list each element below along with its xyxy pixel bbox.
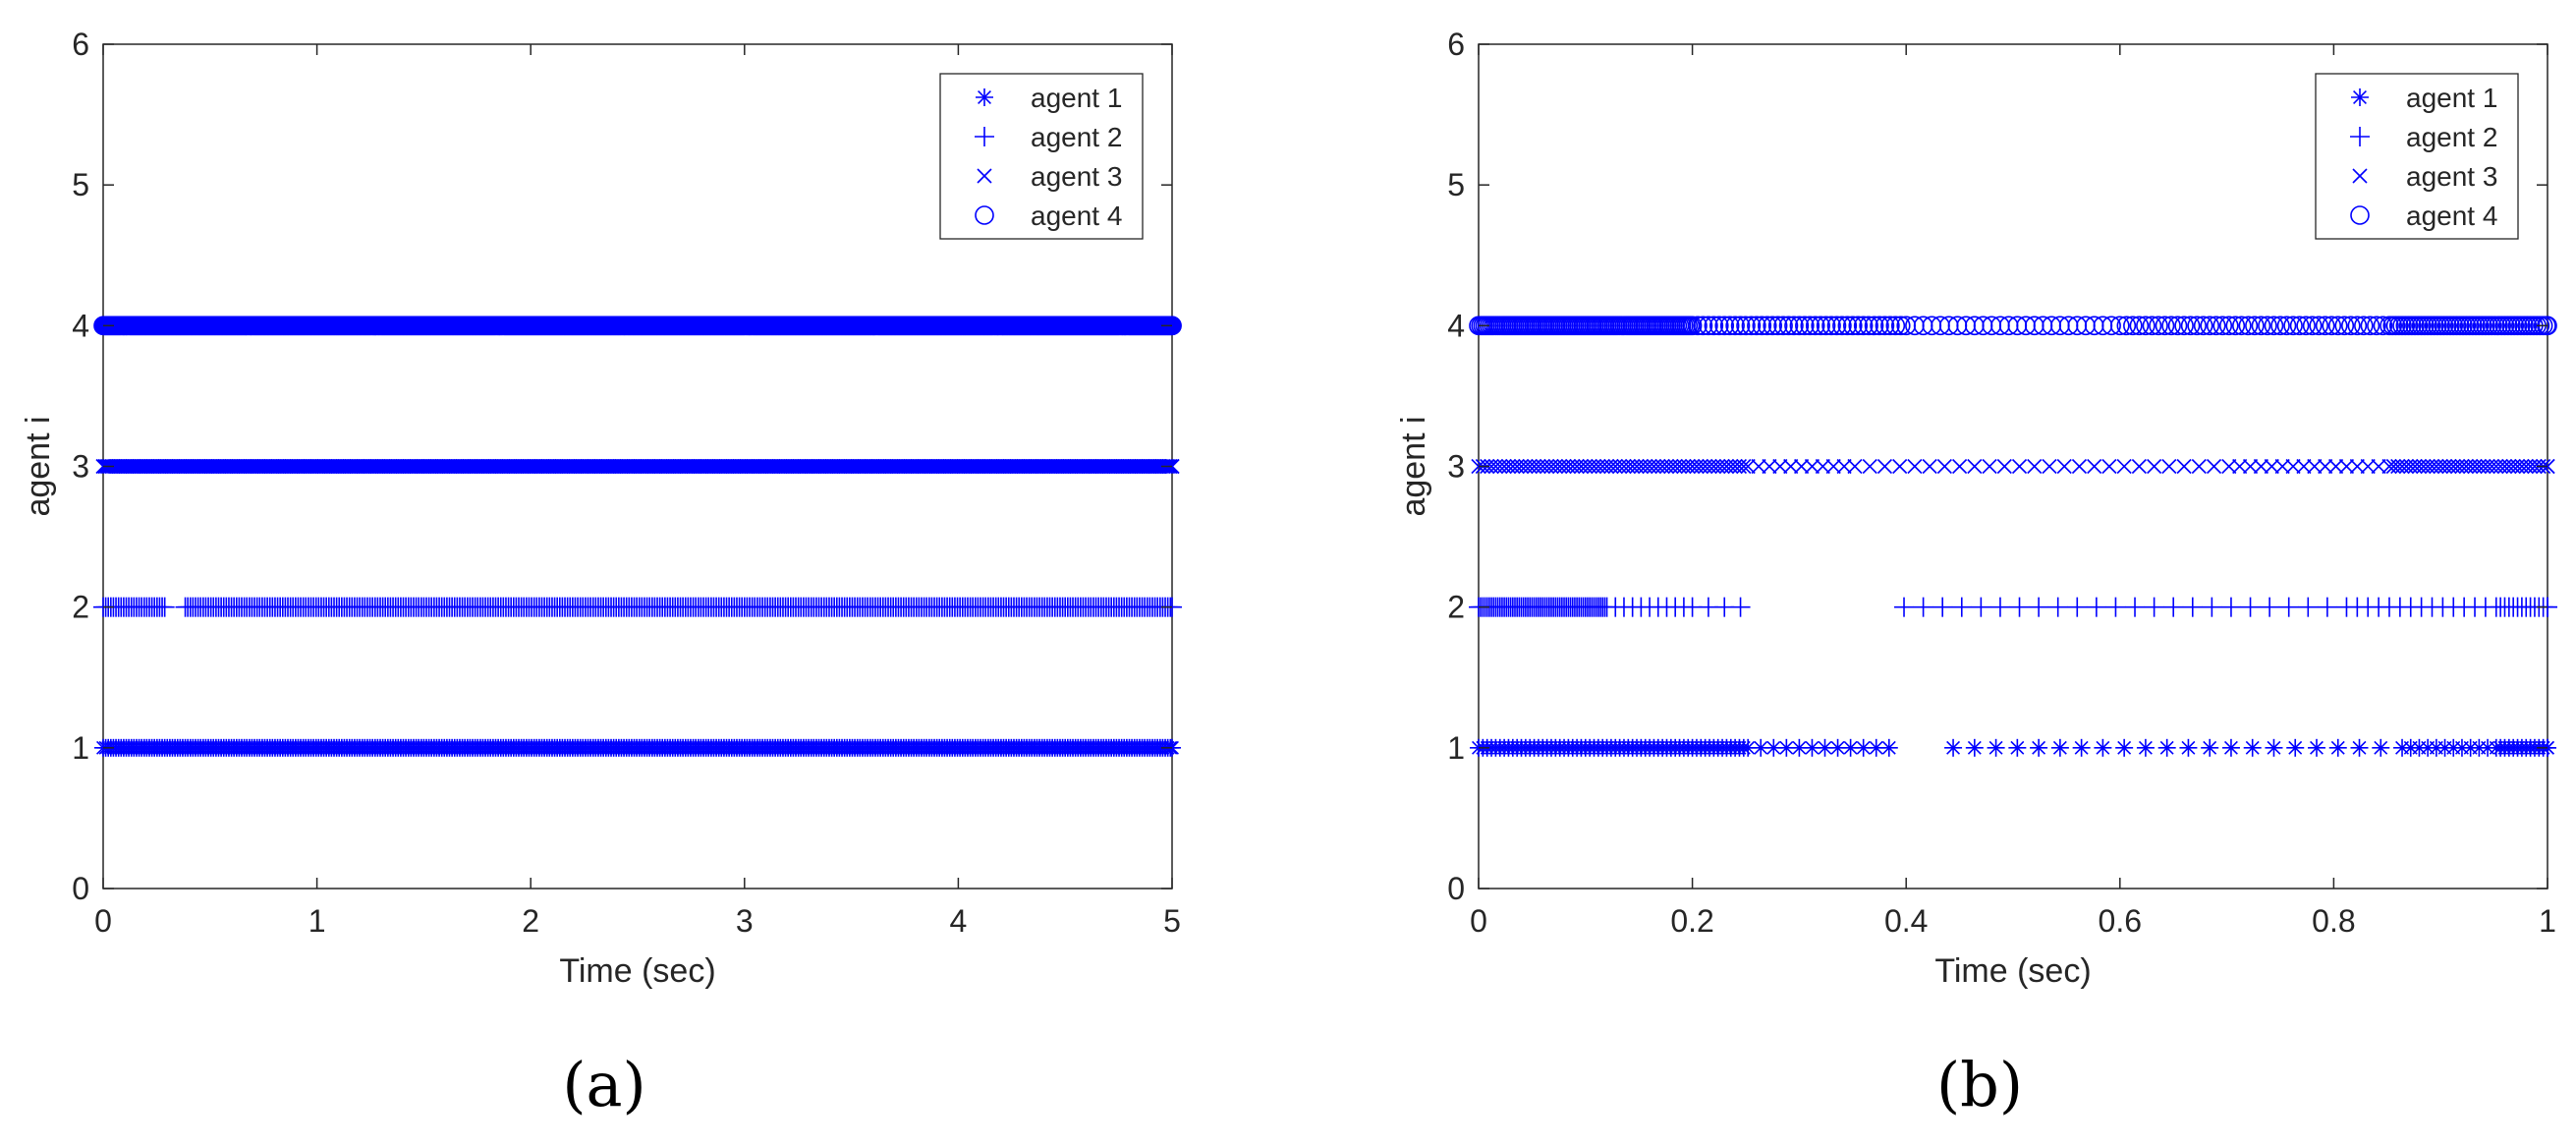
legend-label: agent 4 [2406,201,2497,231]
x-tick-label: 3 [736,903,754,939]
legend: agent 1 agent 2 agent 3 agent 4 [2315,73,2519,240]
legend-box [2315,73,2519,240]
x-axis-label: Time (sec) [559,952,715,990]
x-tick-label: 4 [950,903,968,939]
x-tick-label: 2 [522,903,539,939]
data-point-asterisk [2136,738,2156,758]
x-tick-label: 0.6 [2099,903,2142,939]
y-tick-label: 6 [72,27,89,62]
data-point-asterisk [2285,738,2306,758]
data-point-asterisk [2178,738,2199,758]
legend-label: agent 3 [2406,161,2497,192]
data-point-asterisk [2307,738,2326,758]
data-point-asterisk [2071,738,2092,758]
legend-marker-asterisk [975,87,994,107]
data-point-asterisk [1965,738,1985,758]
data-point-asterisk [2200,738,2219,758]
data-point-asterisk [2156,738,2177,758]
y-tick-label: 2 [72,590,89,625]
legend-box [939,73,1144,240]
data-point-asterisk [1878,738,1899,758]
data-point-asterisk [2114,738,2134,758]
x-tick-label: 0.4 [1884,903,1928,939]
legend-label: agent 4 [1031,201,1122,231]
caption-b: (b) [1936,1049,2023,1120]
y-tick-label: 0 [1447,871,1465,906]
legend-label: agent 2 [1031,122,1122,152]
data-point-asterisk [2050,738,2070,758]
y-tick-label: 3 [1447,449,1465,485]
data-point-asterisk [2371,738,2391,758]
y-tick-label: 6 [1447,27,1465,62]
data-point-asterisk [2327,738,2348,758]
data-point-asterisk [2007,738,2028,758]
x-tick-label: 5 [1163,903,1181,939]
data-point-asterisk [1943,738,1963,758]
data-point-asterisk [2221,738,2241,758]
y-tick-label: 5 [1447,167,1465,202]
x-tick-label: 0 [94,903,112,939]
y-tick-label: 0 [72,871,89,906]
x-tick-label: 1 [308,903,326,939]
data-point-asterisk [2242,738,2263,758]
data-point-asterisk [2093,738,2113,758]
legend-label: agent 1 [2406,83,2497,113]
y-tick-label: 4 [72,308,89,343]
y-axis-label: agent i [1395,416,1432,516]
x-tick-label: 0.8 [2312,903,2355,939]
x-axis-label: Time (sec) [1934,952,2091,990]
legend-marker-asterisk [2350,87,2370,107]
data-point-asterisk [1986,738,2006,758]
data-point-asterisk [2264,738,2284,758]
y-tick-label: 4 [1447,308,1465,343]
y-tick-label: 5 [72,167,89,202]
chart-panel-b: 0 0.2 0.4 0.6 0.8 1 0 1 2 3 4 5 6 Time (sec) agent i ag… [1395,27,2558,990]
legend-label: agent 3 [1031,161,1122,192]
data-point-asterisk [2029,738,2048,758]
x-tick-label: 1 [2539,903,2556,939]
data-point-asterisk [2349,738,2370,758]
x-tick-label: 0.2 [1670,903,1713,939]
x-tick-label: 0 [1470,903,1487,939]
y-tick-label: 1 [72,730,89,766]
legend-label: agent 2 [2406,122,2497,152]
y-tick-label: 3 [72,449,89,485]
legend-label: agent 1 [1031,83,1122,113]
y-tick-label: 2 [1447,590,1465,625]
legend: agent 1 agent 2 agent 3 agent 4 [939,73,1144,240]
y-axis-label: agent i [20,416,57,516]
caption-a: (a) [562,1049,645,1120]
y-tick-label: 1 [1447,730,1465,766]
